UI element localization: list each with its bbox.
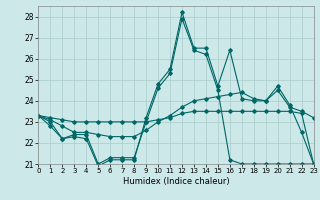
X-axis label: Humidex (Indice chaleur): Humidex (Indice chaleur) [123, 177, 229, 186]
